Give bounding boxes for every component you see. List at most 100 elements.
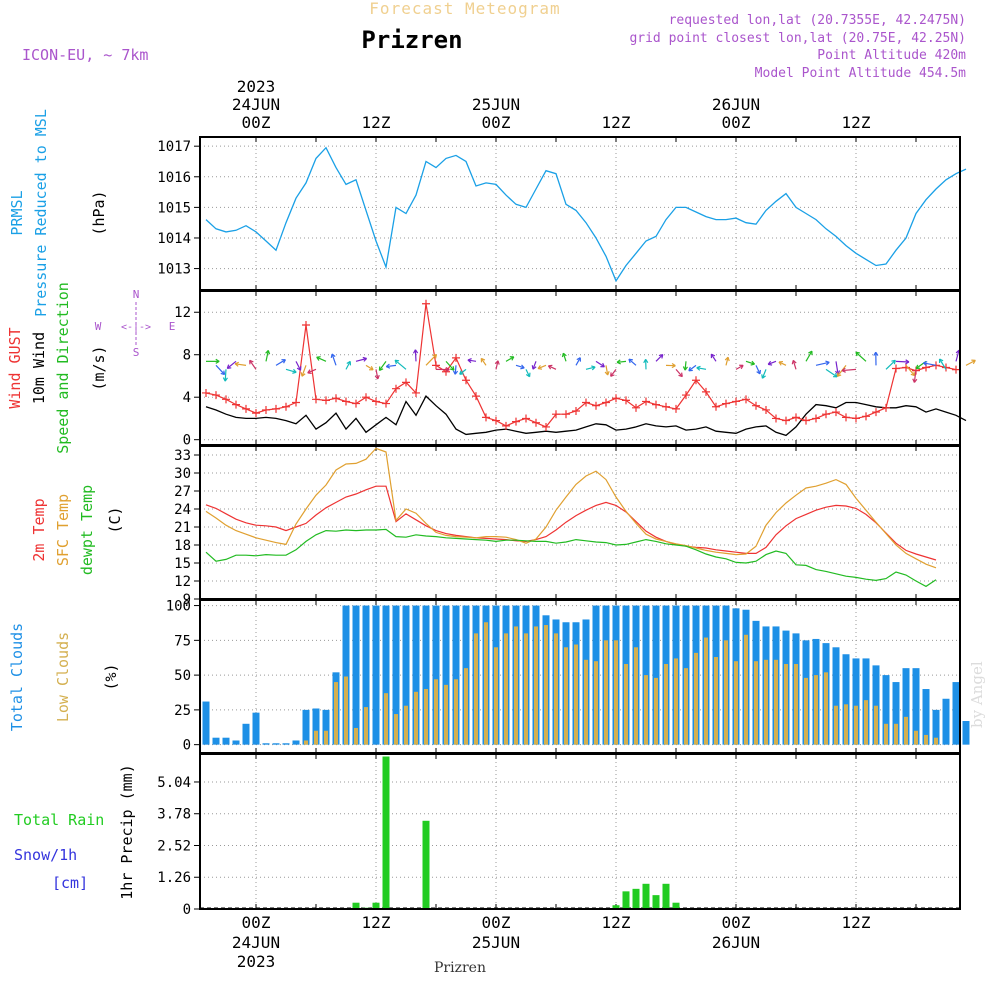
wind-arrow: [525, 369, 531, 377]
wind-arrow: [913, 369, 917, 383]
gust-marker: [492, 416, 500, 425]
wind-arrow-head: [547, 364, 553, 370]
ylabel-dewpt: dewpt Temp: [78, 485, 96, 575]
bottom-date-label-2: 25JUN: [472, 933, 520, 952]
total-cloud-bar: [212, 737, 220, 745]
total-cloud-bar: [892, 682, 900, 745]
wind-arrow-head: [520, 364, 525, 370]
wind-arrow-head: [873, 351, 879, 356]
signature: by Angel: [968, 661, 986, 728]
gust-marker: [812, 414, 820, 423]
wind-arrow-head: [296, 366, 302, 371]
frame-precip: [199, 753, 961, 910]
gust-marker: [722, 399, 730, 408]
top-date-label-4: 26JUN: [712, 95, 760, 114]
compass-s: S: [133, 346, 140, 359]
gust-marker: [942, 363, 950, 372]
ylabel-wind: 10m Wind: [30, 332, 48, 404]
wind-arrow: [459, 368, 467, 375]
wind-arrow-head: [226, 364, 232, 369]
gust-marker: [732, 397, 740, 406]
temp-2m-line: [205, 485, 937, 561]
ylabel-snow-unit: [cm]: [52, 874, 88, 892]
low-cloud-bar: [304, 740, 308, 745]
gust-marker: [282, 402, 290, 411]
low-cloud-bar: [314, 730, 318, 745]
gust-marker: [412, 388, 420, 397]
wind-arrow-head: [369, 365, 374, 371]
gust-marker: [702, 387, 710, 396]
total-cloud-bar: [262, 743, 270, 745]
wind-arrow-head: [292, 368, 297, 374]
wind-arrow-head: [281, 359, 286, 364]
wind-arrow: [414, 349, 417, 362]
wind-arrow: [745, 360, 755, 365]
low-cloud-bar: [844, 704, 848, 745]
wind-arrow: [655, 354, 664, 362]
low-cloud-bar: [864, 700, 868, 745]
low-cloud-bar: [824, 672, 828, 745]
yunit-temp: (C): [106, 506, 124, 533]
bottom-hour-label-0: 00Z: [242, 913, 271, 932]
wind-arrow: [923, 362, 937, 366]
wind-arrow: [505, 356, 515, 362]
ytick-label-precip-0: 0: [183, 902, 191, 918]
low-cloud-bar: [434, 679, 438, 745]
ytick-label-clouds-0: 0: [183, 738, 191, 754]
wind-arrow-head: [604, 371, 610, 376]
wind-arrow-head: [841, 367, 846, 373]
low-cloud-bar: [504, 633, 508, 745]
total-cloud-bar: [362, 605, 370, 745]
total-cloud-bar: [902, 668, 910, 745]
wind-arrow: [735, 364, 744, 370]
wind-arrow-head: [265, 349, 271, 355]
gust-marker: [792, 413, 800, 422]
low-cloud-bar: [514, 626, 518, 745]
low-cloud-bar: [684, 668, 688, 745]
ytick-label-temperature-0: 9: [183, 592, 191, 608]
wind-arrow-head: [378, 366, 384, 371]
gust-marker: [772, 414, 780, 423]
wind-arrow-head: [600, 362, 605, 368]
wind-arrow: [215, 364, 226, 375]
gust-marker: [562, 410, 570, 419]
total-cloud-bar: [352, 605, 360, 745]
wind-arrow: [610, 368, 617, 377]
wind-arrow-head: [761, 374, 766, 379]
gust-marker: [392, 384, 400, 393]
total-cloud-bar: [202, 701, 210, 745]
panel-wind: 0 4 8 12: [174, 290, 976, 449]
panel-precip: 0 1.26 2.52 3.78 5.04: [157, 753, 961, 918]
wind-arrow-head: [346, 360, 352, 366]
wind-arrow: [885, 359, 896, 370]
total-cloud-bar: [402, 605, 410, 745]
gust-marker: [482, 413, 490, 422]
ytick-label-clouds-2: 50: [174, 668, 191, 684]
total-cloud-bar: [382, 605, 390, 745]
wind-arrow: [375, 369, 379, 380]
wind-arrow: [842, 368, 857, 372]
low-cloud-bar: [714, 657, 718, 745]
ylabel-snow: Snow/1h: [14, 846, 77, 864]
gust-marker: [762, 405, 770, 414]
wind-arrow: [365, 364, 374, 371]
gust-marker: [882, 403, 890, 412]
wind-arrow: [955, 349, 960, 362]
gust-marker: [582, 398, 590, 407]
frame-wind: [199, 290, 961, 446]
wind-arrow: [275, 359, 286, 366]
wind-arrow: [562, 352, 567, 362]
low-cloud-bar: [904, 716, 908, 745]
wind-arrow-head: [971, 359, 976, 365]
rain-bar: [372, 902, 380, 909]
wind-arrow: [792, 360, 797, 370]
yaxis-title-precip: 1hr Precip (mm): [118, 764, 136, 899]
wind-arrow-head: [891, 359, 896, 365]
total-cloud-bar: [962, 721, 970, 745]
ytick-label-wind-3: 12: [174, 305, 191, 321]
wind-arrow-head: [215, 358, 220, 364]
wind-arrow: [226, 360, 237, 369]
wind-arrow-head: [591, 365, 596, 371]
wind-arrow: [378, 360, 387, 371]
low-cloud-bar: [594, 661, 598, 745]
